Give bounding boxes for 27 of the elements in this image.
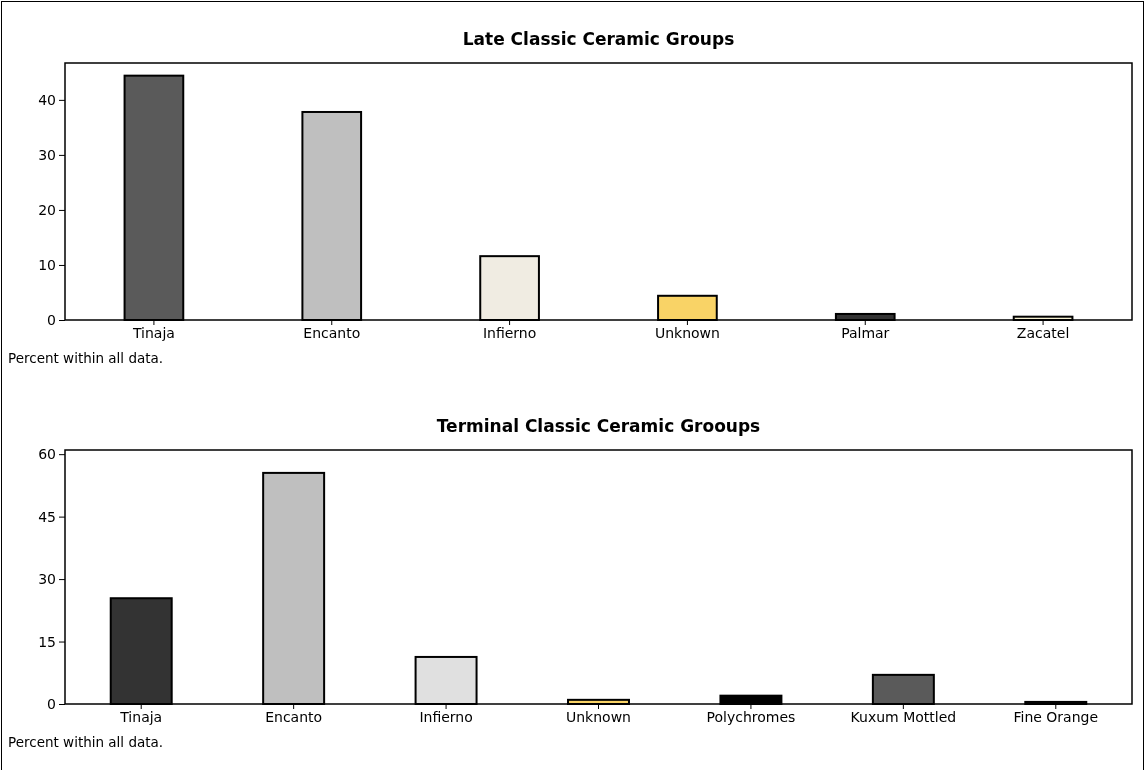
- x-tick-label: Fine Orange: [1013, 708, 1099, 725]
- x-tick-label: Zacatel: [1016, 324, 1070, 341]
- y-tick-label: 15: [38, 633, 56, 650]
- x-tick-label: Polychromes: [706, 708, 796, 725]
- y-tick-label: 0: [47, 695, 56, 712]
- x-tick-label: Encanto: [265, 708, 323, 725]
- y-tick-label: 10: [38, 256, 56, 273]
- x-tick-label: Tinaja: [119, 708, 163, 725]
- text: Percent within all data.: [8, 350, 164, 366]
- y-tick-label: 30: [38, 146, 56, 163]
- y-tick-label: 45: [38, 508, 56, 525]
- x-tick-label: Palmar: [841, 324, 890, 341]
- y-tick-label: 20: [38, 201, 56, 218]
- x-tick-label: Unknown: [654, 324, 720, 341]
- y-tick-label: 60: [38, 446, 56, 463]
- y-tick-label: 30: [38, 571, 56, 588]
- y-tick-label: 0: [47, 311, 56, 328]
- x-tick-label: Infierno: [419, 708, 473, 725]
- chart-title: Late Classic Ceramic Groups: [462, 29, 735, 49]
- x-tick-label: Infierno: [482, 324, 537, 341]
- x-tick-label: Tinaja: [131, 324, 175, 341]
- text: Percent within all data.: [8, 734, 164, 750]
- chart-title: Terminal Classic Ceramic Grooups: [436, 416, 761, 436]
- x-tick-label: Unknown: [566, 708, 631, 725]
- y-tick-label: 40: [38, 91, 56, 108]
- x-tick-label: Encanto: [303, 324, 361, 341]
- x-tick-label: Kuxum Mottled: [850, 708, 957, 725]
